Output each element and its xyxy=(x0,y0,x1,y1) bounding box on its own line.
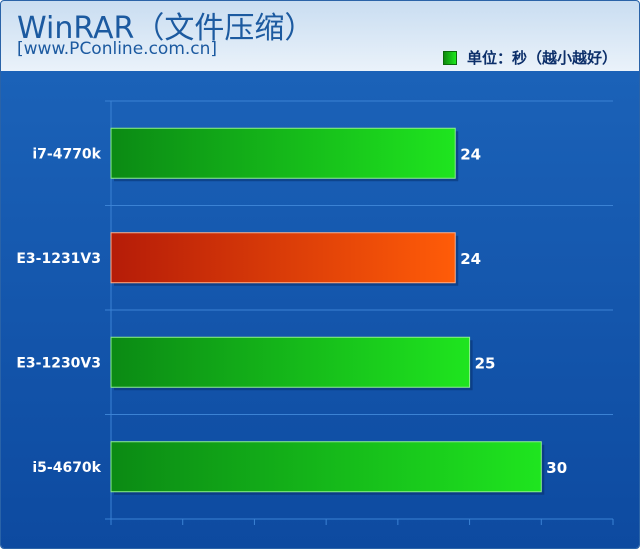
category-label: i5-4670k xyxy=(32,460,101,476)
category-label: E3-1231V3 xyxy=(16,251,101,267)
plot-area: i7-4770k 24 E3-1231V3 24 E3-1230V3 25 i5-4670k… xyxy=(1,71,639,548)
category-label: i7-4770k xyxy=(32,146,101,162)
chart-legend: 单位：秒（越小越好） xyxy=(442,47,617,68)
value-label: 25 xyxy=(475,354,496,372)
bar-i7-4770k xyxy=(110,127,456,179)
value-label: 24 xyxy=(460,250,481,268)
value-label: 30 xyxy=(546,459,567,477)
value-label: 24 xyxy=(460,145,481,163)
legend-swatch xyxy=(442,50,457,65)
chart-title: WinRAR（文件压缩） xyxy=(17,11,315,46)
category-label: E3-1230V3 xyxy=(16,355,101,371)
legend-label: 单位：秒（越小越好） xyxy=(466,49,617,67)
bar-E3-1230V3 xyxy=(110,336,471,388)
chart-subtitle: [www.PConline.com.cn] xyxy=(17,39,218,59)
bar-i5-4670k xyxy=(110,441,542,493)
bar-E3-1231V3 xyxy=(110,232,456,284)
